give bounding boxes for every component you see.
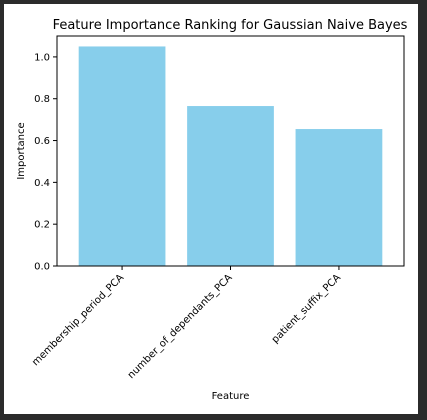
y-tick-label: 0.8 [34,94,50,105]
y-tick-label: 0.0 [34,262,50,273]
y-axis: 0.0 0.2 0.4 0.6 0.8 1.0 [34,52,57,273]
bars-layer [78,46,383,266]
bar-number_of_dependants_PCA [187,106,274,266]
y-tick-label: 1.0 [34,52,50,63]
y-tick-label: 0.6 [34,136,50,147]
y-tick-label: 0.2 [34,220,50,231]
chart-title: Feature Importance Ranking for Gaussian … [53,18,408,33]
chart-frame: Feature Importance Ranking for Gaussian … [4,4,418,414]
y-tick-label: 0.4 [34,178,50,189]
y-axis-label: Importance [16,122,27,179]
bar-membership_period_PCA [78,46,166,266]
x-axis-label: Feature [212,391,250,402]
bar-chart: Feature Importance Ranking for Gaussian … [4,4,418,414]
plot-border [56,35,405,267]
bar-patient_suffix_PCA [295,129,383,266]
